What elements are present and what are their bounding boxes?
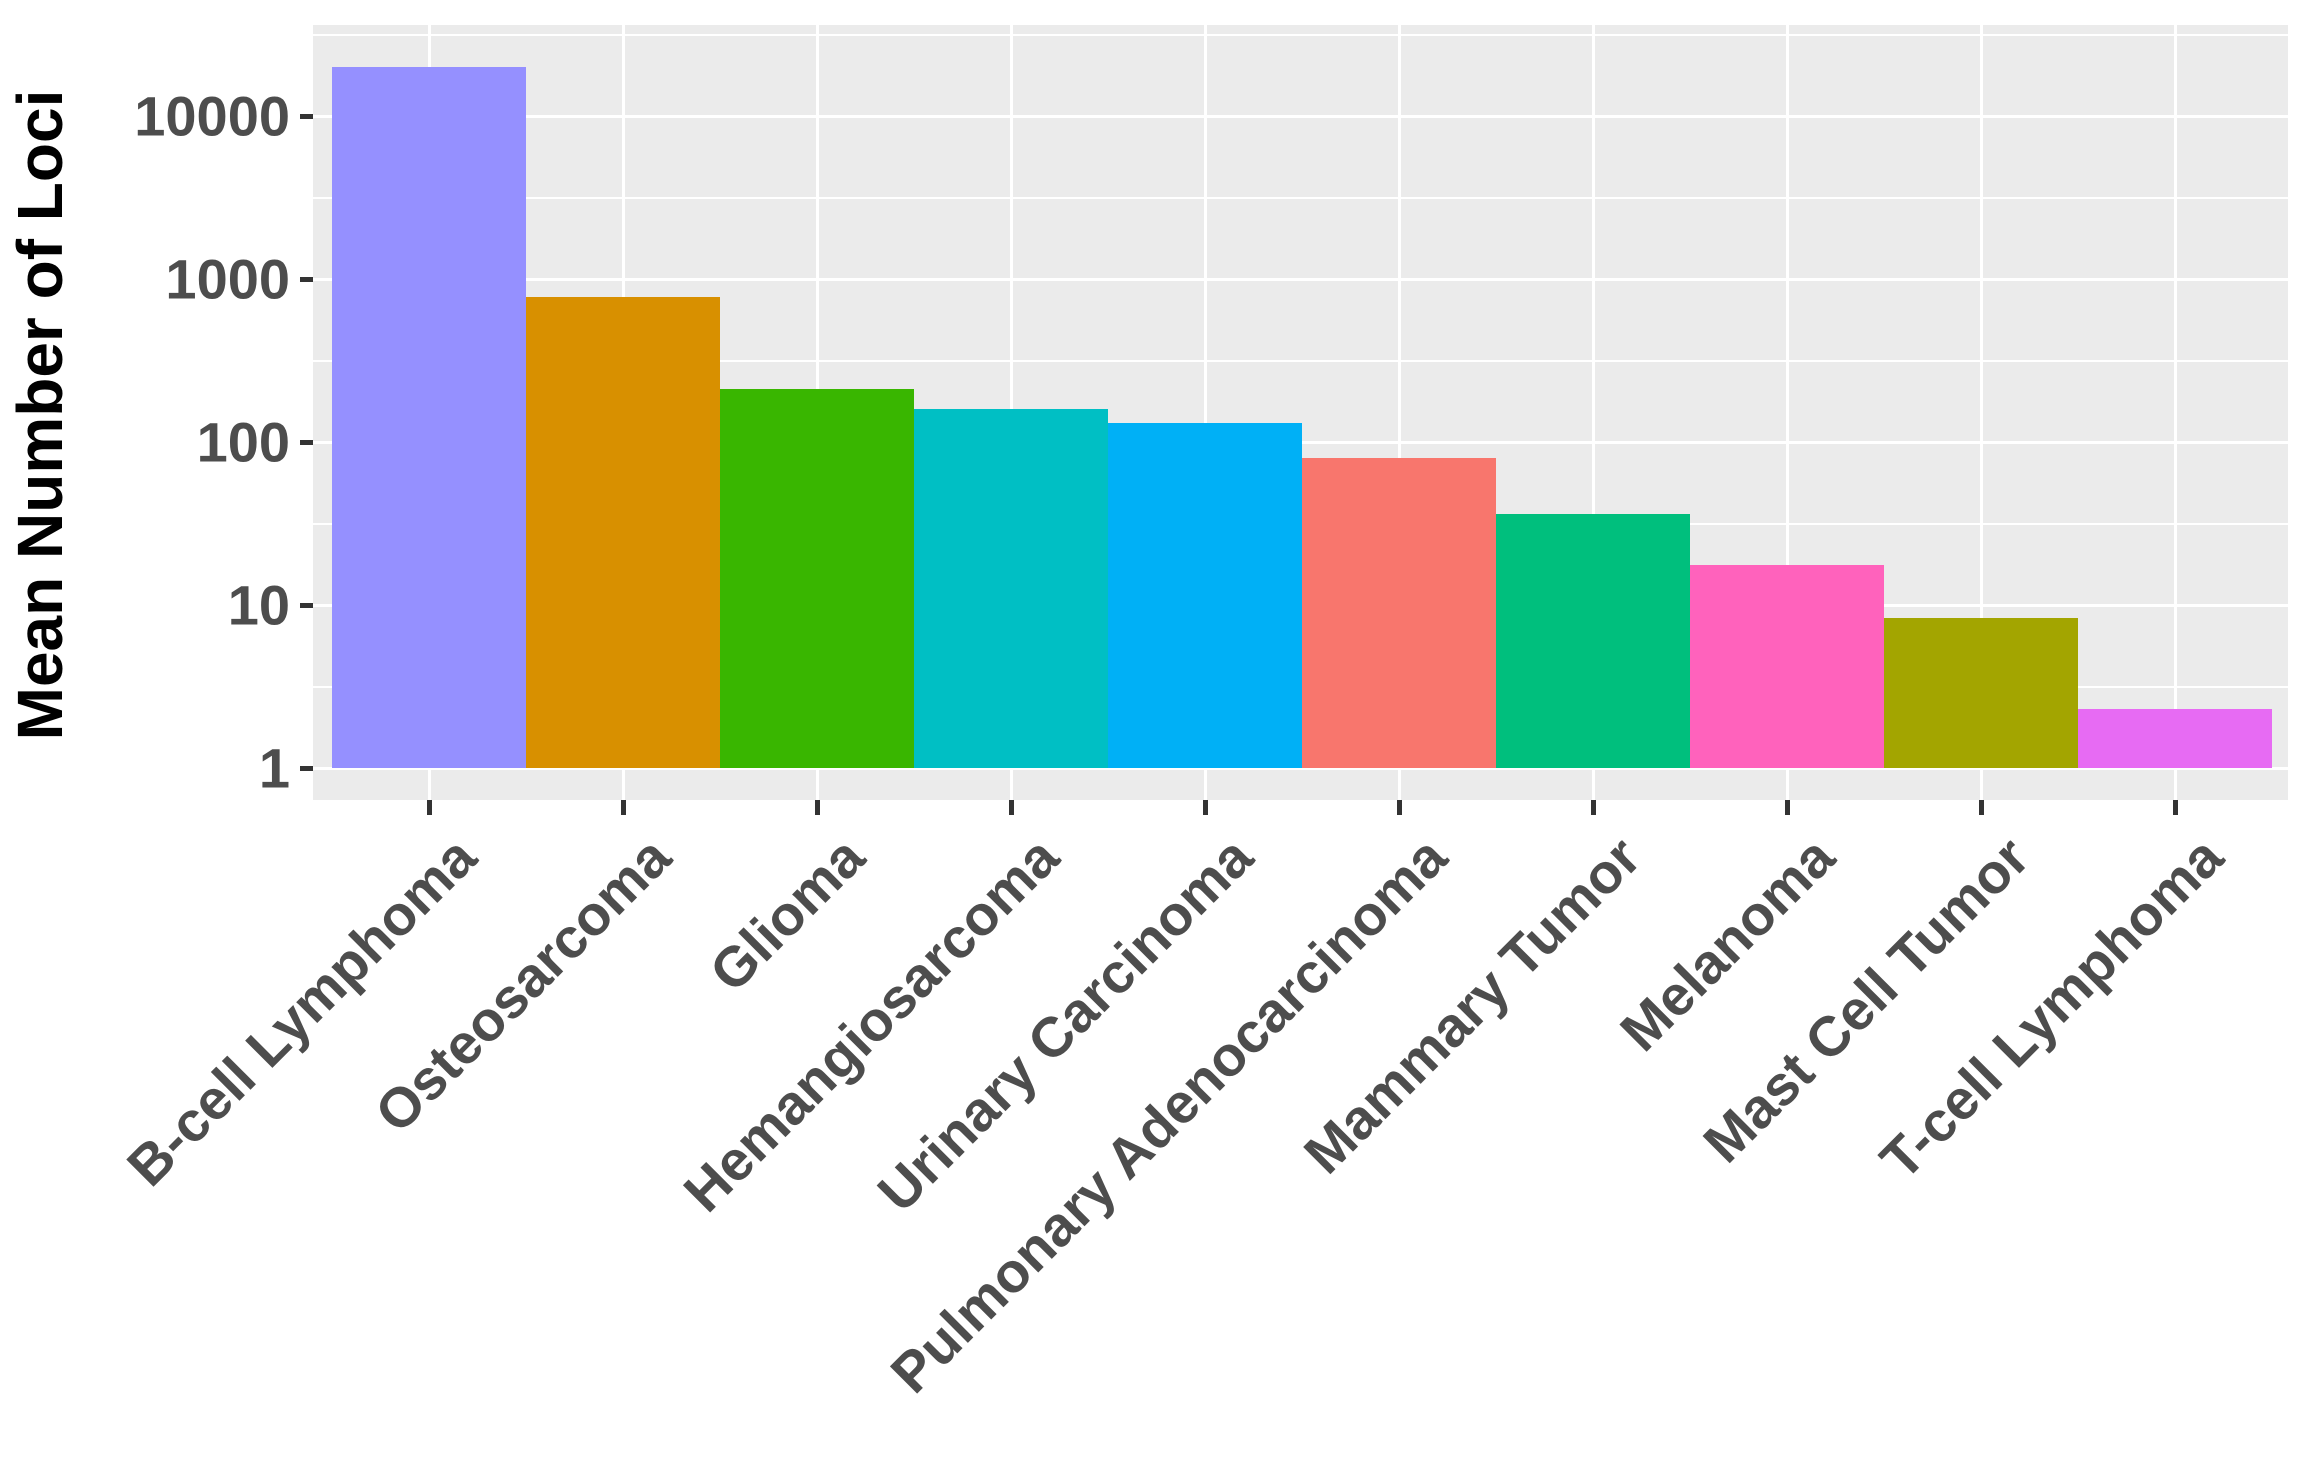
gridline-major-vertical [2173, 25, 2177, 800]
x-tick-mark [1590, 800, 1596, 815]
y-tick-mark [300, 113, 313, 119]
x-tick-mark [1396, 800, 1402, 815]
bar-pulmonary-adenocarcinoma [1302, 457, 1496, 768]
y-tick-label: 1000 [165, 247, 290, 311]
gridline-major-vertical [1591, 25, 1595, 800]
y-tick-mark [300, 765, 313, 771]
y-tick-mark [300, 276, 313, 282]
gridline-minor-horizontal [313, 33, 2288, 36]
gridline-major-vertical [1785, 25, 1789, 800]
x-tick-label-mast-cell-tumor: Mast Cell Tumor [1690, 824, 2041, 1175]
x-tick-label-hemangiosarcoma: Hemangiosarcoma [671, 824, 1071, 1224]
gridline-major-horizontal [313, 766, 2288, 770]
x-tick-mark [1784, 800, 1790, 815]
y-tick-label: 100 [196, 410, 290, 474]
y-tick-mark [300, 439, 313, 445]
x-tick-mark [1978, 800, 1984, 815]
gridline-major-horizontal [313, 114, 2288, 118]
x-tick-label-b-cell-lymphoma: B-cell Lymphoma [115, 824, 489, 1198]
bar-glioma [720, 389, 914, 768]
x-tick-label-urinary-carcinoma: Urinary Carcinoma [865, 824, 1265, 1224]
x-tick-mark [814, 800, 820, 815]
bar-mammary-tumor [1496, 514, 1690, 768]
gridline-minor-horizontal [313, 359, 2288, 362]
gridline-major-vertical [1979, 25, 1983, 800]
bar-urinary-carcinoma [1108, 423, 1302, 768]
y-tick-label: 10 [227, 573, 290, 637]
y-tick-label: 10000 [134, 84, 290, 148]
gridline-major-horizontal [313, 277, 2288, 281]
x-tick-label-t-cell-lymphoma: T-cell Lymphoma [1867, 824, 2235, 1192]
bar-osteosarcoma [526, 296, 720, 768]
x-tick-label-glioma: Glioma [697, 824, 877, 1004]
gridline-major-vertical [1397, 25, 1401, 800]
x-tick-mark [426, 800, 432, 815]
bar-t-cell-lymphoma [2078, 709, 2272, 768]
y-tick-label: 1 [258, 736, 290, 800]
gridline-minor-horizontal [313, 196, 2288, 199]
bar-hemangiosarcoma [914, 408, 1108, 768]
x-tick-mark [2172, 800, 2178, 815]
x-tick-mark [620, 800, 626, 815]
y-tick-mark [300, 602, 313, 608]
x-tick-mark [1008, 800, 1014, 815]
x-tick-label-mammary-tumor: Mammary Tumor [1291, 824, 1653, 1186]
bar-mast-cell-tumor [1884, 618, 2078, 768]
bar-melanoma [1690, 565, 1884, 768]
bar-b-cell-lymphoma [332, 66, 526, 768]
x-tick-mark [1202, 800, 1208, 815]
gridline-major-vertical [1203, 25, 1207, 800]
